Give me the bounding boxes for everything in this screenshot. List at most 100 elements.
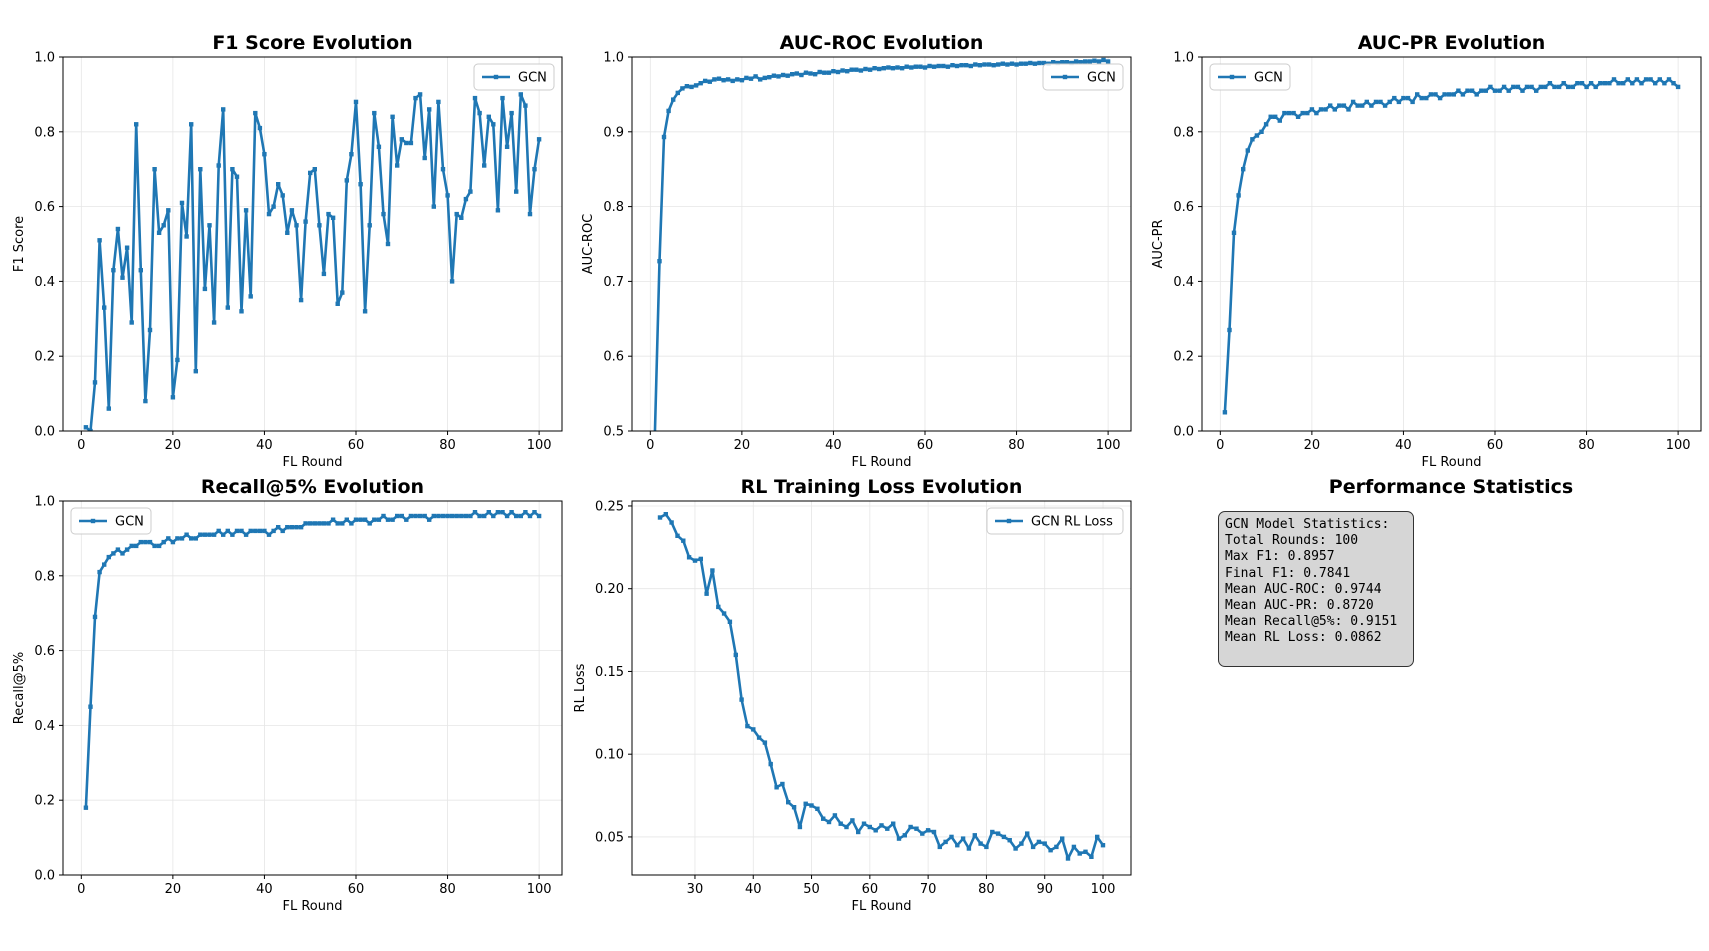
x-tick-label-3: 60 (917, 438, 934, 453)
data-point-21 (780, 781, 785, 787)
data-point-61 (362, 309, 368, 314)
y-tick-label-4: 0.8 (34, 569, 55, 584)
data-point-74 (991, 63, 996, 68)
series-line (85, 93, 541, 431)
data-point-47 (931, 829, 937, 835)
data-point-98 (1671, 81, 1676, 86)
data-point-16 (751, 727, 756, 732)
legend: GCN (1209, 63, 1291, 91)
y-tick-label-5: 1.0 (34, 495, 55, 510)
data-point-55 (904, 64, 909, 69)
data-point-82 (1598, 81, 1603, 86)
data-point-80 (449, 279, 455, 284)
data-point-78 (1579, 81, 1585, 86)
chart-aucpr: 0 20 40 60 80 100 0.0 0.2 0.4 0.6 0.8 1.0 AUC-PR Evo… (1151, 32, 1702, 470)
y-tick-label-0: 0.0 (34, 869, 55, 884)
data-point-28 (211, 532, 217, 537)
data-point-13 (733, 652, 738, 658)
data-point-69 (1060, 836, 1065, 841)
x-tick-label-3: 60 (862, 882, 879, 897)
data-point-17 (161, 539, 166, 545)
data-point-13 (143, 398, 148, 404)
data-point-32 (844, 824, 849, 830)
data-point-90 (495, 510, 501, 515)
data-point-59 (1492, 88, 1498, 93)
data-point-90 (495, 208, 501, 213)
data-point-17 (161, 223, 166, 228)
data-point-77 (1005, 62, 1010, 67)
data-point-68 (1054, 844, 1059, 850)
data-point-42 (845, 69, 850, 74)
data-point-94 (514, 513, 519, 519)
data-point-96 (1092, 58, 1097, 63)
data-point-31 (794, 71, 799, 76)
data-point-5 (106, 406, 111, 411)
data-point-13 (143, 539, 148, 545)
stats-line-mean-rl-loss: Mean RL Loss: 0.0862 (1225, 630, 1382, 646)
data-point-28 (211, 320, 217, 325)
data-point-76 (1000, 61, 1005, 66)
data-point-1 (657, 259, 662, 264)
data-point-5 (686, 555, 692, 560)
data-point-66 (385, 517, 391, 522)
data-point-63 (941, 63, 946, 69)
data-point-93 (1078, 60, 1083, 65)
data-point-51 (317, 223, 322, 228)
data-point-72 (982, 62, 987, 67)
data-point-28 (821, 816, 826, 821)
data-point-60 (358, 182, 363, 187)
data-point-48 (303, 521, 308, 526)
data-point-98 (532, 510, 537, 515)
data-point-88 (1625, 77, 1630, 82)
y-tick-label-1: 0.2 (1173, 350, 1194, 365)
data-point-21 (1318, 107, 1324, 112)
data-point-51 (886, 65, 891, 70)
data-point-47 (1437, 95, 1443, 101)
data-point-45 (858, 68, 864, 73)
data-point-10 (129, 543, 134, 549)
data-point-45 (1428, 92, 1434, 97)
data-point-52 (321, 271, 327, 277)
data-point-32 (230, 167, 235, 172)
data-point-77 (1575, 81, 1580, 86)
data-point-38 (1396, 99, 1402, 105)
data-point-66 (954, 63, 960, 69)
data-point-93 (509, 110, 514, 116)
data-point-16 (725, 77, 731, 82)
data-point-63 (372, 110, 377, 116)
data-point-80 (1018, 61, 1024, 66)
data-point-43 (849, 67, 854, 72)
data-point-40 (266, 532, 272, 537)
data-point-46 (294, 525, 299, 530)
data-point-43 (908, 824, 913, 830)
data-point-87 (482, 513, 487, 519)
data-point-27 (207, 223, 212, 228)
data-point-35 (243, 208, 249, 213)
data-point-19 (170, 539, 176, 545)
data-point-23 (758, 77, 763, 82)
data-point-49 (877, 66, 882, 72)
data-point-26 (202, 532, 208, 537)
data-point-5 (1245, 148, 1250, 153)
data-point-41 (271, 204, 276, 209)
data-point-64 (1030, 844, 1036, 850)
y-axis-label: AUC-ROC (581, 214, 596, 275)
data-point-76 (431, 204, 436, 209)
data-point-91 (500, 95, 505, 101)
data-point-75 (427, 107, 432, 112)
data-point-57 (913, 64, 918, 69)
data-point-90 (1064, 60, 1070, 65)
data-point-67 (1048, 848, 1053, 853)
data-point-52 (1460, 92, 1466, 97)
data-point-67 (959, 63, 964, 68)
data-point-87 (1051, 60, 1056, 65)
data-point-2 (1231, 230, 1237, 235)
data-point-95 (1087, 59, 1092, 64)
data-point-76 (1570, 84, 1575, 90)
y-tick-label-1: 0.6 (603, 350, 624, 365)
x-tick-label-5: 100 (1096, 438, 1121, 453)
data-point-42 (276, 182, 281, 187)
data-point-3 (97, 238, 102, 243)
data-point-29 (216, 163, 221, 168)
x-tick-label-1: 20 (734, 438, 751, 453)
